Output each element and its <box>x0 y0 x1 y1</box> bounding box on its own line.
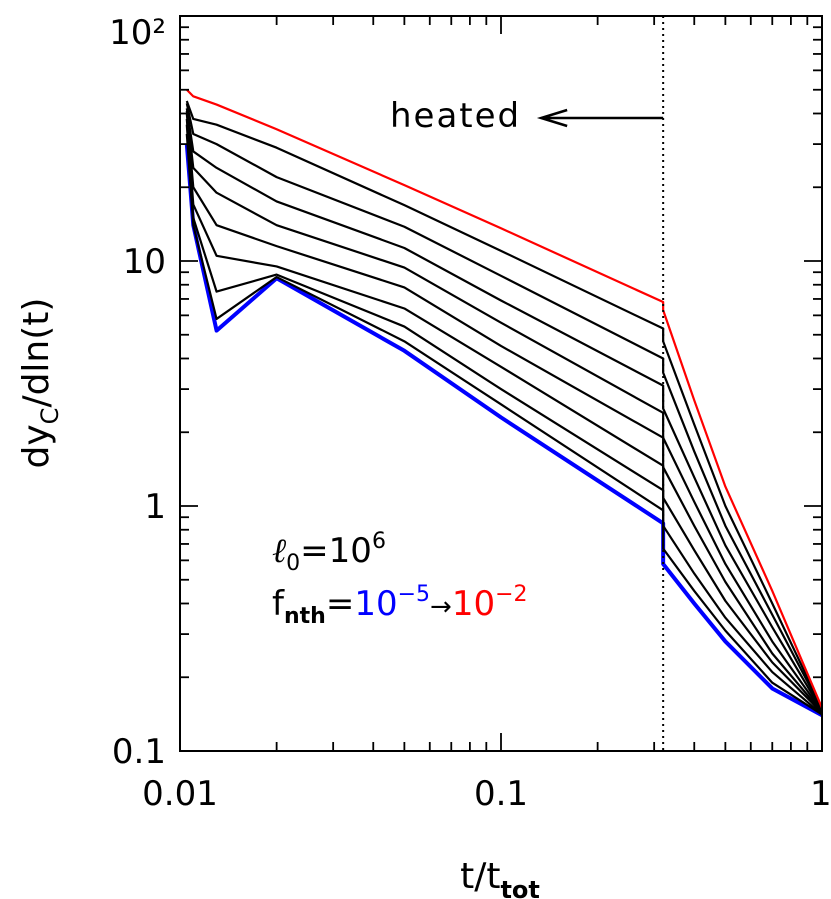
series-line <box>184 143 823 717</box>
series-line <box>185 118 823 714</box>
series-line <box>185 100 823 710</box>
series-line <box>185 103 823 710</box>
ann-part: f <box>272 584 285 624</box>
ann-part: 6 <box>372 529 386 554</box>
ann-part: ℓ <box>272 531 286 571</box>
x-axis-label: t/ttot <box>460 856 540 899</box>
annotation-heated: heated <box>390 96 521 136</box>
annotation-arrow <box>536 108 664 128</box>
annotation-fnth: fnth=10−5→10−2 <box>272 582 528 629</box>
series-line <box>185 133 823 716</box>
series-line <box>185 124 823 716</box>
x-tick-label: 0.01 <box>142 774 218 814</box>
y-label-sub: C <box>36 408 64 425</box>
y-label-rest: /dln(t) <box>16 298 57 408</box>
ann-part: −5 <box>398 582 430 607</box>
ann-part: 10 <box>354 584 397 624</box>
y-axis-label: dyC/dln(t) <box>16 298 64 469</box>
x-label-main: t/t <box>460 856 500 897</box>
x-tick-label: 0.1 <box>474 774 528 814</box>
plot-area <box>184 88 824 717</box>
series-line <box>186 88 824 709</box>
y-tick-label: 10 <box>123 242 166 282</box>
series-line <box>185 113 823 713</box>
ann-part: −2 <box>495 582 527 607</box>
y-tick-label: 1 <box>144 487 166 527</box>
series-line <box>185 110 823 713</box>
y-tick-label: 0.1 <box>112 732 166 772</box>
annotation-l0: ℓ0=106 <box>272 529 386 576</box>
ann-part: 0 <box>286 551 300 576</box>
x-tick-label: 1 <box>810 774 831 814</box>
ann-part: =10 <box>300 531 372 571</box>
x-label-sub: tot <box>500 876 539 899</box>
ann-part: → <box>430 592 452 622</box>
ann-part: nth <box>284 604 326 629</box>
series-line <box>185 108 823 712</box>
y-tick-label: 10² <box>109 13 166 53</box>
ann-part: 10 <box>452 584 495 624</box>
y-label-main: dy <box>16 424 57 468</box>
ann-part: = <box>326 584 355 624</box>
